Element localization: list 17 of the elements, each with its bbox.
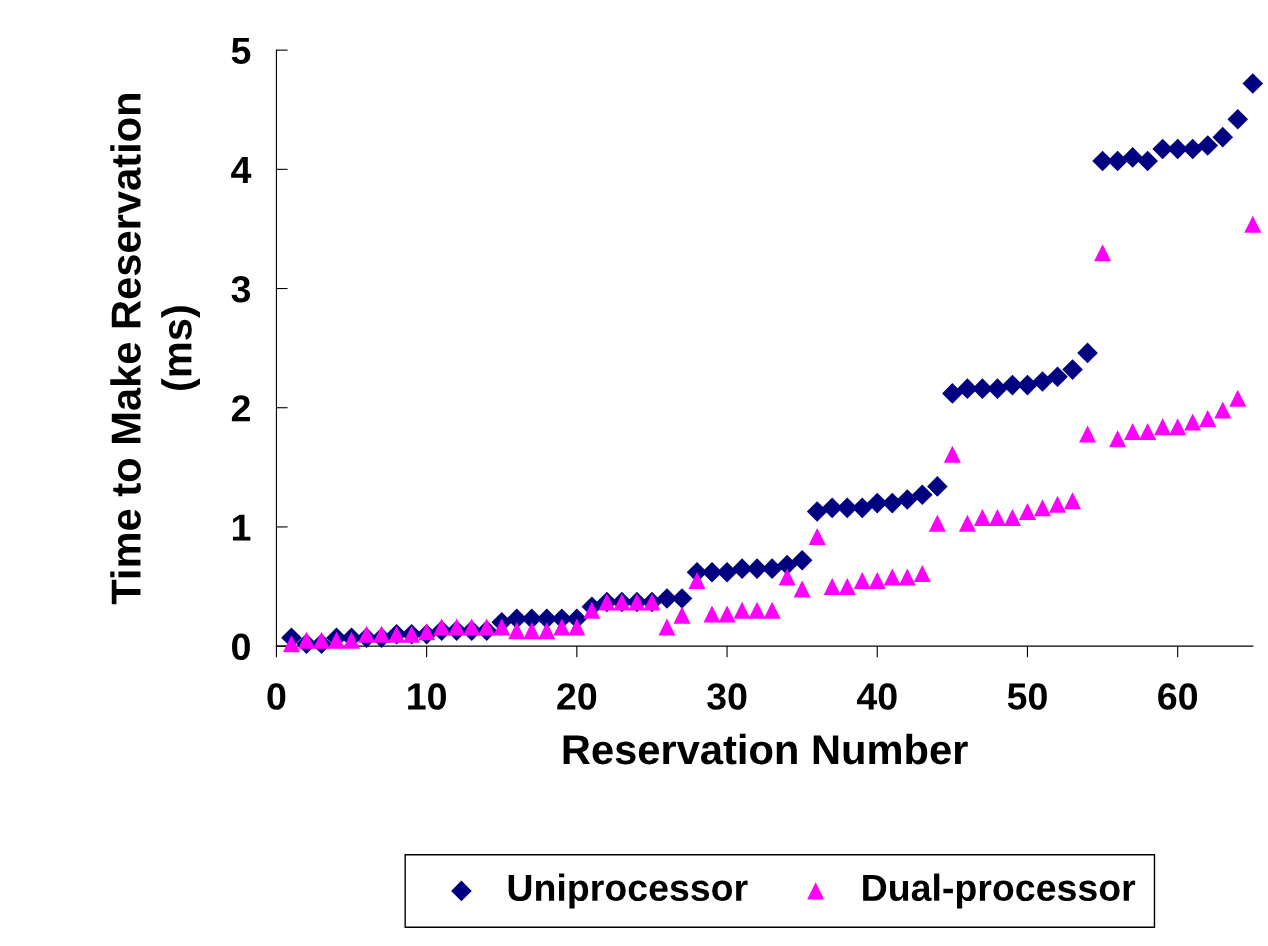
legend-label: Dual-processor — [863, 873, 1136, 909]
y-tick-label: 1 — [232, 514, 251, 541]
y-tick-label: 3 — [231, 275, 251, 303]
x-axis-title: Reservation Number — [563, 733, 968, 765]
y-tick-label: 5 — [231, 37, 251, 65]
y-tick-label: 2 — [231, 395, 250, 422]
legend-label: Uniprocessor — [508, 873, 748, 909]
x-tick-label: 10 — [408, 683, 446, 710]
y-axis-title: Time to Make Reservation (ms) — [110, 94, 201, 605]
x-tick-label: 50 — [1007, 683, 1047, 710]
y-tick-label: 0 — [232, 633, 250, 661]
x-tick-label: 30 — [707, 683, 747, 710]
x-tick-label: 40 — [856, 683, 897, 710]
x-tick-label: 0 — [267, 683, 286, 710]
x-tick-label: 60 — [1158, 683, 1197, 710]
y-tick-label: 4 — [231, 157, 252, 183]
x-tick-label: 20 — [557, 683, 597, 710]
